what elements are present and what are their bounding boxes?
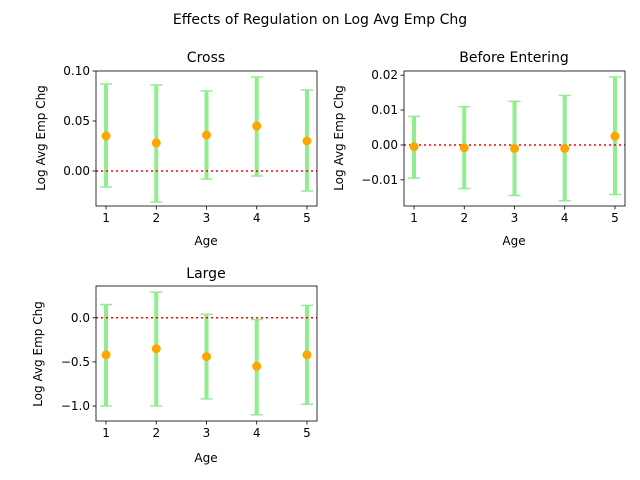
data-point [252,121,262,131]
data-point [459,143,469,153]
x-tick-label: 4 [253,426,261,440]
y-tick-label: −1.0 [61,399,90,413]
data-point [151,138,161,148]
x-tick-label: 1 [102,426,110,440]
data-point [510,143,519,153]
data-point [202,352,211,362]
figure-title: Effects of Regulation on Log Avg Emp Chg [173,12,467,28]
y-tick-label: 0.00 [371,138,398,152]
y-tick-label: 0.01 [371,103,398,117]
panel-title: Before Entering [459,50,568,66]
data-point [302,136,312,146]
data-point [101,131,111,141]
y-tick-label: 0.02 [371,68,398,82]
x-axis-label: Age [194,451,217,465]
x-axis-label: Age [194,234,217,248]
data-point [302,350,312,360]
x-tick-label: 5 [303,211,311,225]
y-tick-label: 0.10 [63,64,90,78]
y-axis-label: Log Avg Emp Chg [332,85,346,191]
y-tick-label: −0.5 [61,355,90,369]
x-tick-label: 1 [102,211,110,225]
plot-area: 1 2 3 4 5 0.00 0.05 0.10 [63,64,318,225]
x-axis-label: Age [502,234,525,248]
data-point [202,130,211,140]
x-tick-label: 5 [303,426,311,440]
y-axis-label: Log Avg Emp Chg [34,85,48,191]
x-tick-label: 3 [203,211,211,225]
y-tick-label: −0.01 [361,173,398,187]
data-point [151,344,161,354]
x-tick-label: 5 [611,211,619,225]
x-tick-label: 2 [460,211,468,225]
y-tick-label: 0.0 [71,311,90,325]
y-axis-label: Log Avg Emp Chg [31,301,45,407]
panel-title: Cross [187,50,225,66]
x-tick-label: 3 [511,211,519,225]
data-point [101,350,111,360]
data-point [610,131,620,141]
y-tick-label: 0.05 [63,114,90,128]
data-point [252,361,262,371]
plot-area: 1 2 3 4 5 −1.0 −0.5 0.0 [61,285,318,440]
panel-before-entering: Before Entering Age Log Avg Emp Chg 1 2 3 4… [332,50,626,248]
data-point [560,143,570,153]
y-tick-label: 0.00 [63,164,90,178]
x-tick-label: 2 [152,426,160,440]
panel-cross: Cross Age Log Avg Emp Chg 1 2 3 4 5 0.00 0.05 0… [34,50,318,248]
x-tick-label: 3 [203,426,211,440]
x-tick-label: 2 [152,211,160,225]
x-tick-label: 4 [253,211,261,225]
panel-title: Large [186,266,225,282]
x-tick-label: 1 [410,211,418,225]
x-tick-label: 4 [561,211,569,225]
plot-area: 1 2 3 4 5 −0.01 0.00 0.01 0.02 [361,68,626,225]
panel-large: Large Age Log Avg Emp Chg 1 2 3 4 5 −1.0 −0.5 0… [31,266,318,465]
data-point [409,142,419,152]
